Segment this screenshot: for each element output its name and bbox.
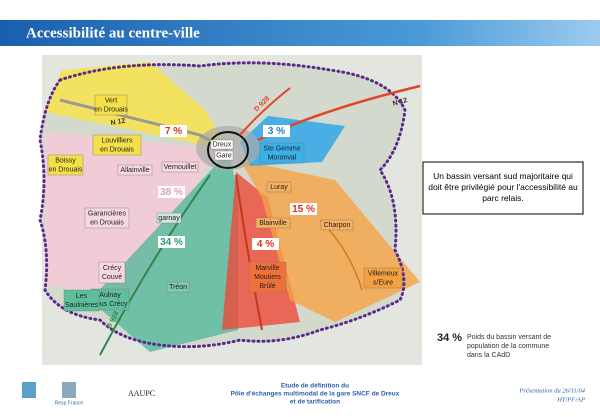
- share-label: 3 %: [268, 126, 285, 137]
- org: AAUPC: [128, 389, 155, 398]
- commune-label: Allainville: [120, 167, 149, 174]
- commune-label: Charpon: [324, 222, 351, 229]
- share-box: [158, 236, 185, 248]
- commune-box: [98, 261, 126, 284]
- study-line: et de tarification: [290, 399, 340, 406]
- commune-box: [161, 161, 199, 173]
- study-line: Etude de définition du: [281, 383, 349, 390]
- share-label: 7 %: [165, 126, 182, 137]
- commune-label: Garancières: [88, 210, 127, 217]
- commune-label: Boissy: [55, 157, 76, 164]
- commune-box: [63, 289, 100, 312]
- road-d928-south: [99, 174, 211, 356]
- road-d928-north: [239, 87, 291, 136]
- commune-box: [84, 207, 130, 229]
- share-box: [160, 125, 187, 137]
- share-label: 4 %: [257, 239, 274, 250]
- commune-label: Tréon: [169, 284, 187, 291]
- logo-resp: [62, 382, 76, 398]
- commune-label: Louvilliers: [101, 137, 133, 144]
- note-box: [422, 161, 584, 215]
- share-label: 15 %: [292, 204, 315, 215]
- commune-box: [266, 181, 292, 193]
- logo-left: [22, 382, 36, 398]
- commune-label: Gare: [216, 152, 232, 159]
- ring-road: [207, 131, 249, 169]
- share-box: [252, 238, 279, 250]
- share-box: [290, 203, 317, 215]
- commune-label: Saulnières: [65, 302, 99, 309]
- commune-label: Villemeux: [368, 270, 399, 277]
- commune-box: [214, 150, 234, 161]
- date: Présentation du 26/11/04: [518, 387, 585, 394]
- commune-label: en Drouais: [94, 106, 128, 113]
- commune-label: Les: [76, 293, 88, 300]
- commune-label: Ste Gemme: [263, 145, 300, 152]
- road-south: [235, 174, 263, 331]
- share-box: [263, 125, 290, 137]
- commune-label: Marville: [255, 265, 279, 272]
- legend-text: population de la commune: [467, 343, 549, 350]
- commune-label: sous Crécy: [92, 301, 128, 308]
- study-line: Pôle d'échanges multimodal de la gare SN…: [231, 391, 400, 398]
- commune-label: Luray: [270, 184, 288, 191]
- commune-label: en Drouais: [100, 146, 134, 153]
- logo-text: Resp France: [55, 400, 84, 406]
- commune-label: Couvé: [102, 274, 122, 281]
- commune-label: garnay: [158, 215, 180, 222]
- commune-box: [255, 217, 291, 229]
- commune-label: Dreux: [213, 141, 232, 148]
- commune-label: en Drouais: [90, 219, 124, 226]
- commune-label: Vert: [105, 97, 118, 104]
- commune-label: s/Eure: [373, 279, 393, 286]
- commune-box: [47, 154, 84, 176]
- commune-label: Brûlé: [259, 283, 275, 290]
- road-label: N 12: [110, 118, 126, 127]
- note: Un bassin versant sud majoritaire qui doi…: [428, 171, 578, 203]
- commune-box: [94, 94, 128, 116]
- commune-label: en Drouais: [49, 166, 83, 173]
- commune-label: Vernouillet: [164, 164, 197, 171]
- share-label: 34 %: [160, 237, 183, 248]
- boundary: [38, 61, 407, 349]
- sector-west: [45, 132, 228, 295]
- legend-text: Poids du bassin versant de: [467, 334, 551, 341]
- share-box: [158, 186, 185, 198]
- commune-label: Aulnay: [99, 292, 121, 299]
- road-label: N 12: [392, 97, 408, 108]
- commune-box: [117, 164, 153, 176]
- commune-box: [156, 212, 182, 224]
- commune-box: [166, 281, 190, 293]
- commune-box: [259, 142, 305, 164]
- legend-text: dans la CAdD: [467, 352, 510, 359]
- legend-sample: 34 %: [437, 332, 462, 344]
- commune-box: [92, 134, 142, 156]
- commune-label: Moutiers: [254, 274, 281, 281]
- title: Accessibilité au centre-ville: [26, 25, 200, 41]
- header-bar: [0, 20, 600, 46]
- map: Vert en Drouais Louvilliers en Drouais Boiss…: [38, 55, 422, 365]
- road-n12-west: [59, 98, 229, 152]
- commune-label: Moronval: [268, 154, 297, 161]
- commune-box: [210, 139, 234, 150]
- commune-box: [320, 219, 354, 231]
- commune-box: [363, 267, 403, 289]
- commune-box: [248, 261, 287, 293]
- commune-label: Blainville: [259, 220, 287, 227]
- commune-label: Crécy: [103, 265, 122, 272]
- authors: HT/PF/AP: [556, 396, 585, 403]
- share-label: 38 %: [160, 187, 183, 198]
